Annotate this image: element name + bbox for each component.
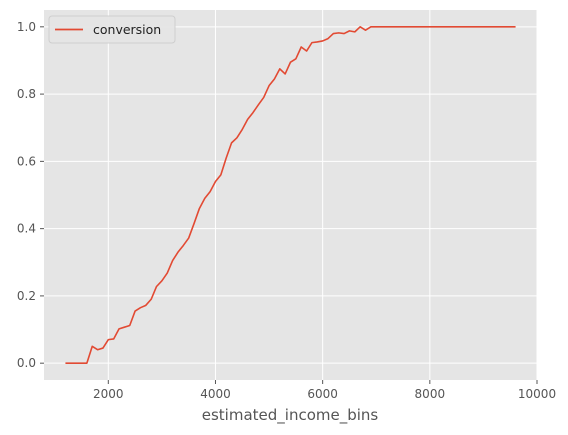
y-axis-ticks: 0.0 0.2 0.4 0.6 0.8 1.0 (17, 20, 44, 370)
y-tick-label: 0.6 (17, 154, 36, 168)
plot-background (44, 10, 537, 380)
y-tick-label: 0.4 (17, 222, 36, 236)
legend-box (48, 15, 176, 44)
x-tick-label: 10000 (518, 387, 556, 401)
x-tick-label: 4000 (200, 387, 231, 401)
series-lines (65, 26, 516, 364)
x-axis-ticks: 2000 4000 6000 8000 10000 (93, 380, 556, 401)
x-tick-label: 6000 (307, 387, 338, 401)
x-tick-label: 8000 (415, 387, 446, 401)
y-tick-label: 0.0 (17, 356, 36, 370)
y-tick-label: 0.8 (17, 87, 36, 101)
legend-label: conversion (93, 22, 161, 37)
y-tick-label: 1.0 (17, 20, 36, 34)
legend: conversion (48, 15, 176, 44)
x-tick-label: 2000 (93, 387, 124, 401)
series-line-conversion (65, 26, 516, 364)
y-tick-label: 0.2 (17, 289, 36, 303)
x-axis-label: estimated_income_bins (202, 406, 379, 425)
